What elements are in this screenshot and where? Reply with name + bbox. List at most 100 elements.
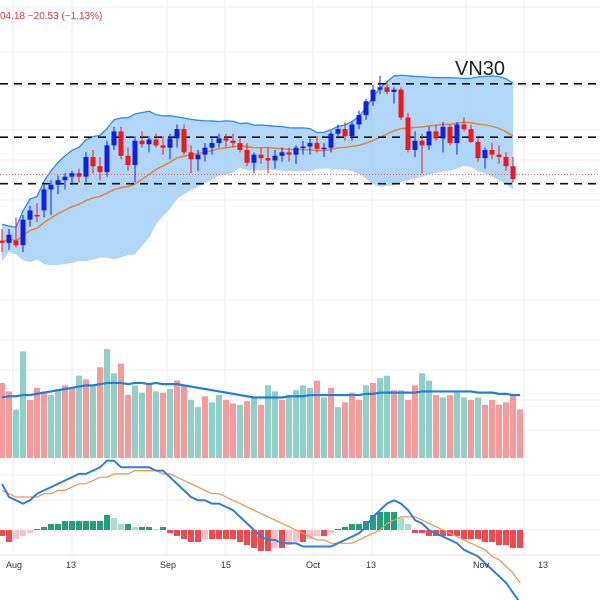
candle-body	[6, 234, 12, 243]
candle-body	[111, 131, 117, 146]
volume-bar	[0, 382, 5, 458]
volume-panel	[0, 349, 523, 458]
macd-histogram-bar	[167, 530, 173, 533]
volume-bar	[517, 409, 523, 458]
candle-body	[356, 115, 362, 125]
candle-body	[482, 150, 488, 159]
candle-body	[69, 173, 75, 177]
x-tick-label: Nov	[473, 560, 490, 570]
macd-histogram-bar	[195, 530, 201, 542]
candle-body	[237, 143, 243, 150]
x-tick-label: Oct	[306, 560, 321, 570]
macd-histogram-bar	[405, 524, 411, 530]
macd-histogram-bar	[349, 524, 355, 530]
volume-bar	[244, 401, 250, 458]
candle-body	[41, 189, 47, 211]
macd-histogram-bar	[314, 530, 320, 536]
macd-histogram-bar	[62, 521, 68, 530]
candle-body	[405, 117, 411, 150]
candle-body	[503, 156, 509, 167]
candle-body	[475, 141, 481, 159]
macd-histogram-bar	[391, 512, 397, 530]
macd-histogram-bar	[468, 530, 474, 539]
candle-body	[447, 126, 453, 144]
candle-body	[272, 155, 278, 161]
volume-bar	[153, 391, 159, 458]
volume-bar	[503, 402, 509, 458]
macd-histogram-bar	[41, 527, 47, 530]
candle-body	[118, 131, 124, 156]
candle-body	[251, 154, 257, 163]
volume-bar	[265, 385, 271, 458]
volume-bar	[440, 397, 446, 458]
moving-average-line	[1, 121, 514, 244]
macd-histogram-bar	[398, 518, 404, 530]
macd-histogram-bar	[125, 524, 131, 530]
volume-bar	[181, 385, 187, 458]
macd-histogram-bar	[97, 521, 103, 530]
macd-histogram-bar	[104, 515, 110, 530]
macd-histogram-bar	[517, 530, 523, 548]
macd-histogram-bar	[209, 530, 215, 539]
macd-histogram-bar	[132, 527, 138, 530]
candle-body	[167, 138, 173, 148]
volume-bar	[279, 399, 285, 458]
candle-body	[216, 138, 222, 144]
candle-body	[314, 143, 320, 149]
volume-bar	[34, 387, 40, 458]
candle-body	[461, 124, 467, 130]
x-tick-label: 15	[221, 560, 232, 570]
candle-body	[384, 87, 390, 92]
volume-bar	[468, 399, 474, 458]
candle-body	[412, 140, 418, 150]
volume-bar	[41, 391, 47, 458]
volume-bar	[426, 380, 432, 458]
candle-body	[223, 138, 229, 141]
candle-body	[230, 140, 236, 144]
x-tick-label: 13	[66, 560, 77, 570]
volume-bar	[412, 385, 418, 458]
macd-histogram-bar	[69, 521, 75, 530]
volume-bar	[363, 385, 369, 458]
candle-body	[13, 240, 19, 246]
macd-histogram-bar	[286, 530, 292, 545]
candle-body	[419, 140, 425, 146]
candle-body	[244, 150, 250, 163]
macd-histogram-bar	[27, 530, 33, 533]
candle-body	[440, 126, 446, 139]
candle-body	[174, 129, 180, 139]
macd-histogram-bar	[426, 530, 432, 536]
candle-body	[125, 155, 131, 166]
candle-body	[363, 101, 369, 116]
volume-bar	[209, 402, 215, 458]
volume-bar	[510, 395, 516, 458]
macd-histogram-bar	[293, 530, 299, 542]
volume-bar	[356, 399, 362, 458]
macd-histogram-bar	[237, 530, 243, 542]
candle-body	[132, 140, 138, 166]
candle-body	[398, 89, 404, 118]
volume-bar	[321, 397, 327, 458]
candle-body	[146, 139, 152, 145]
volume-bar	[258, 404, 264, 458]
candle-body	[48, 184, 54, 190]
volume-bar	[83, 379, 89, 458]
volume-bar	[272, 391, 278, 458]
volume-bar	[125, 395, 131, 458]
volume-bar	[433, 395, 439, 458]
volume-bar	[76, 375, 82, 458]
symbol-title: VN30	[455, 58, 506, 80]
macd-histogram-bar	[223, 530, 229, 539]
x-tick-label: Aug	[6, 560, 23, 570]
macd-histogram-bar	[440, 530, 446, 536]
volume-bar	[188, 399, 194, 458]
candle-body	[104, 145, 110, 173]
candle-body	[258, 154, 264, 159]
candle-body	[34, 215, 40, 217]
candle-body	[202, 147, 208, 155]
volume-bar	[251, 397, 257, 458]
macd-histogram-bar	[90, 521, 96, 530]
volume-bar	[349, 392, 355, 458]
volume-bar	[223, 399, 229, 458]
macd-histogram-bar	[139, 527, 145, 530]
